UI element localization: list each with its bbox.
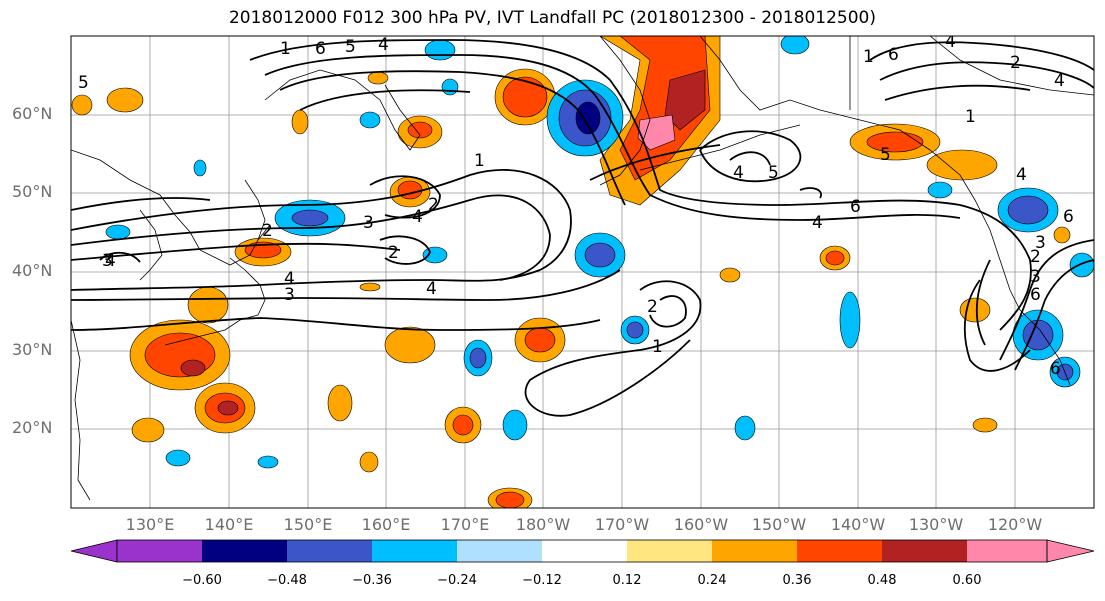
contour-label: 4 [426,279,437,299]
contour-label: 2 [647,297,658,317]
contour-label: 3 [102,251,113,271]
contour-label: 4 [945,32,956,52]
contour-label: 6 [888,45,899,65]
contour-label: 1 [863,47,874,67]
lon-label: 160°W [673,515,729,534]
contour-label: 5 [78,73,89,93]
contour-label: 2 [428,195,439,215]
lat-label: 30°N [12,340,53,359]
contour-label: 6 [1030,285,1041,305]
lon-label: 130°E [125,515,175,534]
contour-label: 4 [105,251,116,271]
map-panel: 1 6 5 4 5 2 4 3 2 1 4 5 4 6 1 6 4 3 2 3 … [71,32,1094,508]
contour-label: 5 [345,37,356,57]
lon-label: 160°E [361,515,411,534]
coastlines [71,36,1094,501]
lon-label: 150°W [751,515,807,534]
lon-label: 180°W [515,515,571,534]
contour-label: 1 [965,107,976,127]
colorbar-tick-label: 0.36 [782,573,812,588]
lon-label: 140°E [204,515,254,534]
map-frame [70,35,1095,509]
contour-label: 3 [1030,267,1041,287]
colorbar-tick-label: −0.60 [182,573,222,588]
contour-label: 2 [262,221,273,241]
contour-label: 2 [1030,247,1041,267]
colorbar-tick-label: −0.48 [267,573,307,588]
lon-label: 150°E [283,515,333,534]
contour-label: 5 [768,163,779,183]
colorbar [70,539,1095,563]
contour-label: 5 [880,145,891,165]
contour-label: 6 [315,39,326,59]
contour-label: 6 [1050,359,1061,379]
lon-label: 130°W [908,515,964,534]
colorbar-tick-label: 0.24 [697,573,727,588]
colorbar-tick-label: −0.36 [352,573,392,588]
pv-contours [71,39,1094,417]
colorbar-tick-label: 0.60 [952,573,982,588]
lon-label: 170°W [594,515,650,534]
contour-label: 4 [1016,165,1027,185]
colorbar-extend-max [1046,539,1095,563]
contour-label: 2 [388,243,399,263]
contour-label: 3 [284,285,295,305]
contour-label: 1 [474,151,485,171]
contour-label: 4 [378,35,389,55]
colorbar-tick-label: −0.12 [522,573,562,588]
lat-label: 20°N [12,418,53,437]
contour-label: 4 [284,269,295,289]
lat-label: 60°N [12,104,53,123]
contour-label: 4 [1054,71,1065,91]
colorbar-tick-label: 0.12 [612,573,642,588]
contour-label: 3 [1035,233,1046,253]
colorbar-tick-label: −0.24 [437,573,477,588]
chart-title: 2018012000 F012 300 hPa PV, IVT Landfall… [228,8,876,28]
contour-labels: 1 6 5 4 5 2 4 3 2 1 4 5 4 6 1 6 4 3 2 3 … [78,32,1074,379]
contour-label: 3 [363,213,374,233]
lon-label: 140°W [830,515,886,534]
contour-label: 2 [1010,53,1021,73]
lon-label: 170°E [440,515,490,534]
lat-label: 40°N [12,261,53,280]
contour-label: 6 [850,197,861,217]
contour-label: 6 [1063,207,1074,227]
contour-label: 1 [280,39,291,59]
contour-label: 4 [733,163,744,183]
colorbar-extend-min [70,539,118,563]
colorbar-tick-label: 0.48 [867,573,897,588]
contour-label: 4 [812,213,823,233]
lat-label: 50°N [12,182,53,201]
contour-label: 1 [652,337,663,357]
contour-label: 4 [412,207,423,227]
lon-label: 120°W [987,515,1043,534]
